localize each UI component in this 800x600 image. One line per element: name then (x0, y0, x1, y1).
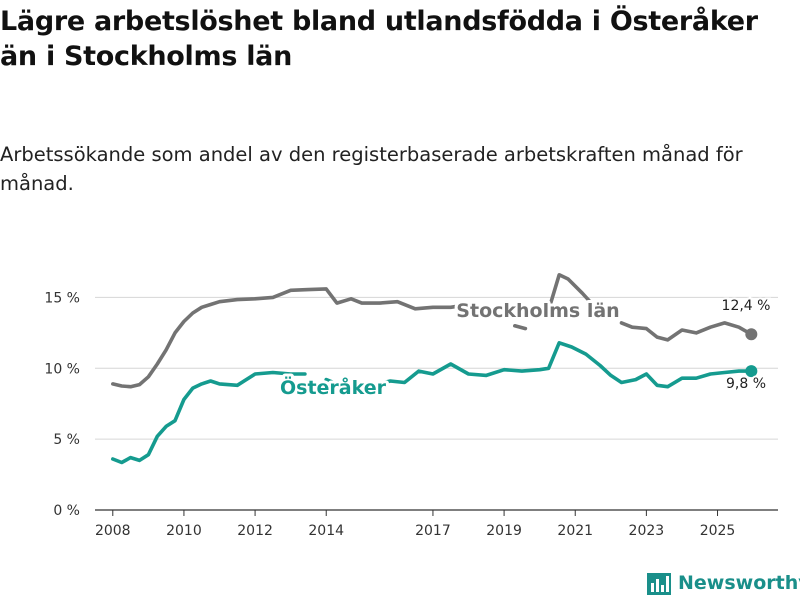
series-line-osteraker (324, 377, 343, 388)
y-tick-label: 10 % (44, 361, 80, 377)
brand-logo: Newsworthy (646, 570, 800, 596)
x-tick-label: 2008 (95, 523, 131, 539)
series-label-osteraker: Österåker (280, 375, 387, 399)
series-line-stockholm (619, 321, 754, 342)
axes: 0 % 5 % 10 % 15 % 2008 2010 2012 2014 2017 2019 20… (44, 290, 735, 539)
brand-name: Newsworthy (678, 572, 800, 594)
y-tick-label: 15 % (44, 290, 80, 306)
y-tick-label: 0 % (53, 503, 80, 519)
annotations: Stockholms län Österåker 12,4 % 9,8 % (277, 296, 772, 402)
end-point-stockholm (745, 328, 758, 341)
end-label-stockholm: 12,4 % (722, 298, 771, 314)
newsworthy-logo-icon (647, 573, 671, 595)
series-line-stockholm (111, 287, 471, 389)
series-lines (111, 273, 758, 465)
series-line-osteraker (352, 341, 754, 390)
gridlines (95, 296, 778, 511)
x-tick-label: 2017 (415, 523, 451, 539)
end-label-osteraker: 9,8 % (726, 376, 766, 392)
x-tick-label: 2010 (166, 523, 202, 539)
chart-subtitle: Arbetssökande som andel av den registerb… (0, 143, 743, 195)
series-line-stockholm (548, 273, 606, 320)
series-label-stockholm: Stockholms län (456, 300, 619, 322)
chart-title: Lägre arbetslöshet bland utlandsfödda i … (0, 6, 758, 72)
x-tick-label: 2012 (237, 523, 273, 539)
y-tick-label: 5 % (53, 432, 80, 448)
x-tick-label: 2019 (486, 523, 522, 539)
x-tick-label: 2021 (557, 523, 593, 539)
x-tick-label: 2025 (700, 523, 736, 539)
x-tick-label: 2014 (308, 523, 344, 539)
end-point-osteraker (745, 365, 758, 378)
x-tick-label: 2023 (629, 523, 665, 539)
series-line-osteraker (111, 370, 307, 465)
series-line-stockholm (513, 324, 528, 331)
